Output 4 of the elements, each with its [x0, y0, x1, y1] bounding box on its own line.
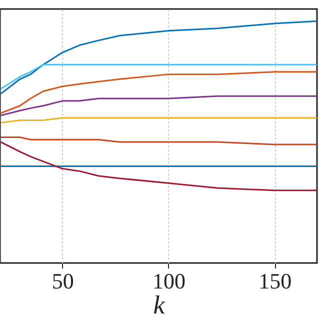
x-tick-label: 150 — [258, 268, 292, 294]
x-tick-label: 100 — [152, 268, 186, 294]
x-axis-title: k — [153, 290, 166, 320]
x-tick-label: 50 — [52, 268, 74, 294]
